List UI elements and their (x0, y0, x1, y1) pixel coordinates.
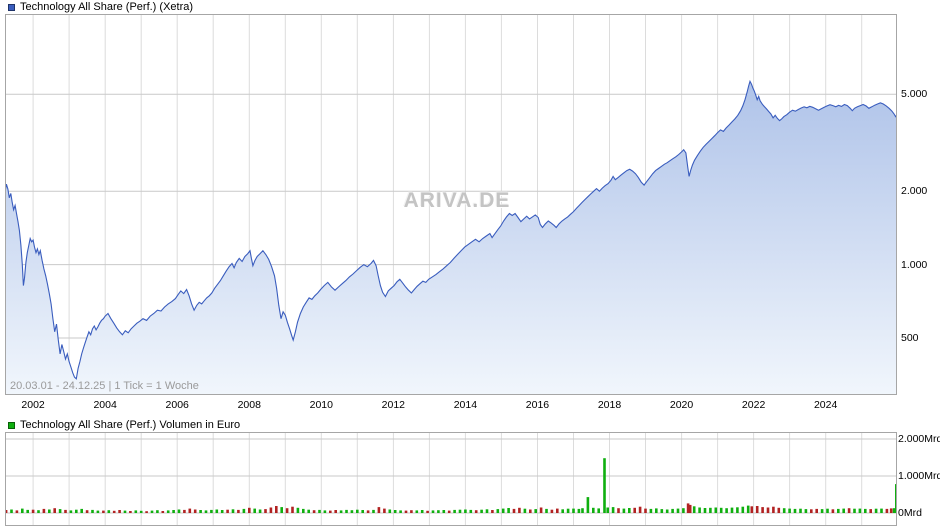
x-axis-tick-label: 2020 (669, 399, 694, 411)
volume-y-axis-tick-label: 2.000Mrd (898, 433, 940, 445)
x-axis-tick-label: 2016 (525, 399, 550, 411)
volume-y-axis-tick-label: 0Mrd (898, 507, 922, 519)
x-axis-tick-label: 2014 (453, 399, 478, 411)
x-axis-tick-label: 2008 (237, 399, 261, 411)
x-axis-tick-label: 2002 (21, 399, 45, 411)
price-y-axis-tick-label: 5.000 (901, 88, 928, 101)
price-legend: Technology All Share (Perf.) (Xetra) (8, 1, 193, 13)
price-legend-marker-icon (8, 3, 15, 11)
volume-y-axis-tick-label: 1.000Mrd (898, 470, 940, 482)
price-y-axis-tick-label: 1.000 (901, 258, 928, 271)
x-axis-tick-label: 2018 (597, 399, 622, 411)
date-range-label: 20.03.01 - 24.12.25 | 1 Tick = 1 Woche (10, 380, 199, 392)
x-axis-tick-label: 2022 (741, 399, 766, 411)
price-y-axis-tick-label: 500 (901, 331, 919, 344)
watermark: ARIVA.DE (403, 189, 511, 212)
price-legend-label: Technology All Share (Perf.) (Xetra) (20, 1, 194, 13)
x-axis-tick-label: 2004 (93, 399, 117, 411)
price-chart-panel: ARIVA.DE 20.03.01 - 24.12.25 | 1 Tick = … (5, 14, 897, 395)
price-chart-svg (5, 14, 897, 395)
volume-legend: Technology All Share (Perf.) Volumen in … (8, 419, 240, 431)
volume-chart-panel (5, 432, 897, 526)
price-y-axis-tick-label: 2.000 (901, 185, 928, 198)
x-axis-tick-label: 2006 (165, 399, 189, 411)
x-axis-tick-label: 2010 (309, 399, 333, 411)
volume-legend-marker-icon (8, 421, 15, 429)
x-axis-tick-label: 2024 (813, 399, 838, 411)
volume-legend-label: Technology All Share (Perf.) Volumen in … (20, 419, 241, 431)
volume-chart-svg (5, 432, 897, 526)
x-axis-tick-label: 2012 (381, 399, 406, 411)
